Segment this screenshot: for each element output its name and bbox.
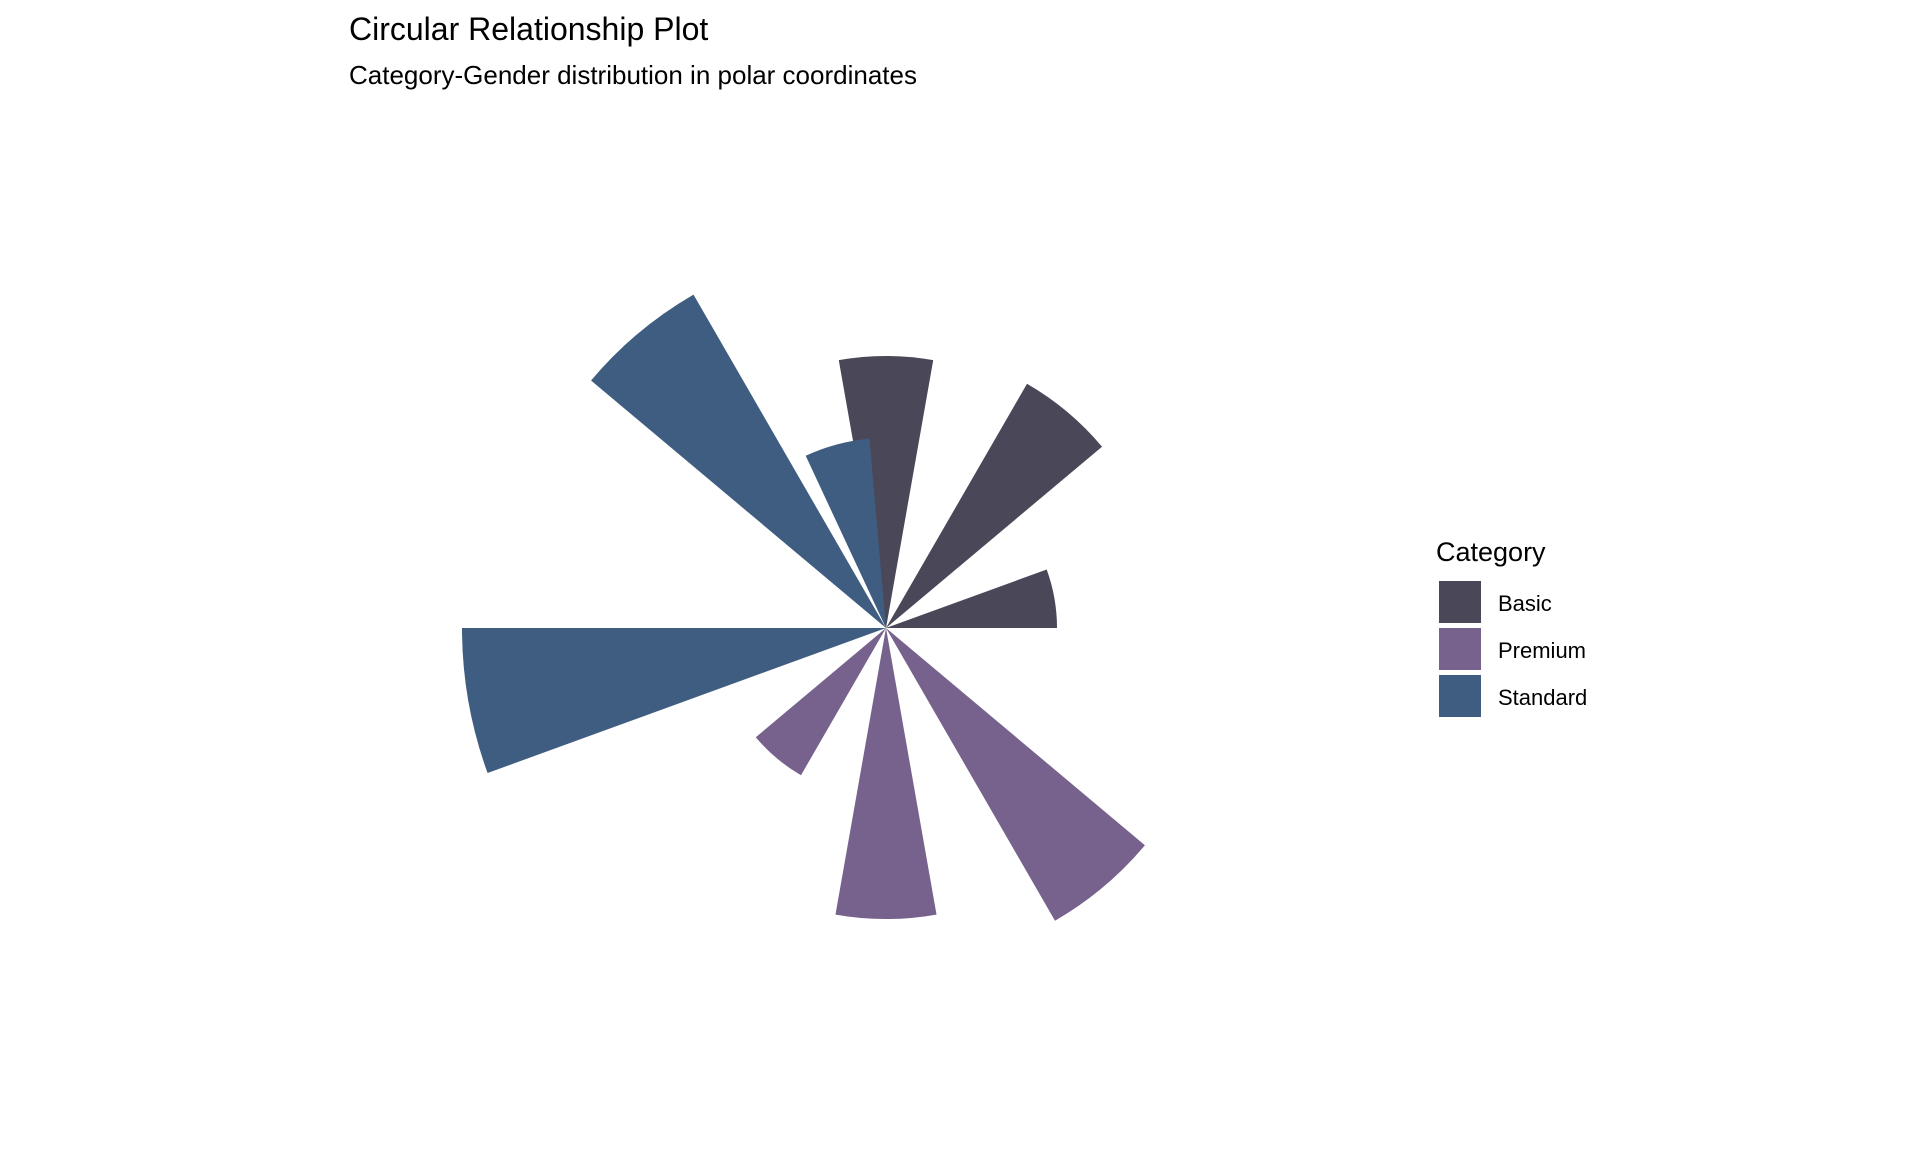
legend-entry-premium: Premium [1439, 628, 1586, 670]
wedge-premium-3 [886, 628, 1145, 921]
legend-label-premium: Premium [1498, 638, 1586, 663]
wedge-standard-8 [805, 438, 886, 628]
legend: Category Basic Premium Standard [1436, 537, 1587, 717]
wedge-layer [462, 294, 1145, 921]
chart-subtitle: Category-Gender distribution in polar co… [349, 60, 917, 90]
legend-entry-basic: Basic [1439, 581, 1552, 623]
legend-swatch-premium [1439, 628, 1481, 670]
wedge-premium-5 [755, 628, 886, 776]
wedge-basic-0 [838, 355, 934, 628]
chart-title: Circular Relationship Plot [349, 11, 708, 47]
legend-label-standard: Standard [1498, 685, 1587, 710]
wedge-standard-6 [462, 628, 886, 774]
wedge-standard-7 [591, 294, 886, 628]
legend-label-basic: Basic [1498, 591, 1552, 616]
wedge-premium-4 [835, 628, 937, 920]
wedge-basic-1 [886, 383, 1103, 628]
wedge-basic-2 [886, 569, 1057, 628]
legend-title: Category [1436, 537, 1546, 567]
legend-swatch-standard [1439, 675, 1481, 717]
legend-entry-standard: Standard [1439, 675, 1587, 717]
legend-swatch-basic [1439, 581, 1481, 623]
